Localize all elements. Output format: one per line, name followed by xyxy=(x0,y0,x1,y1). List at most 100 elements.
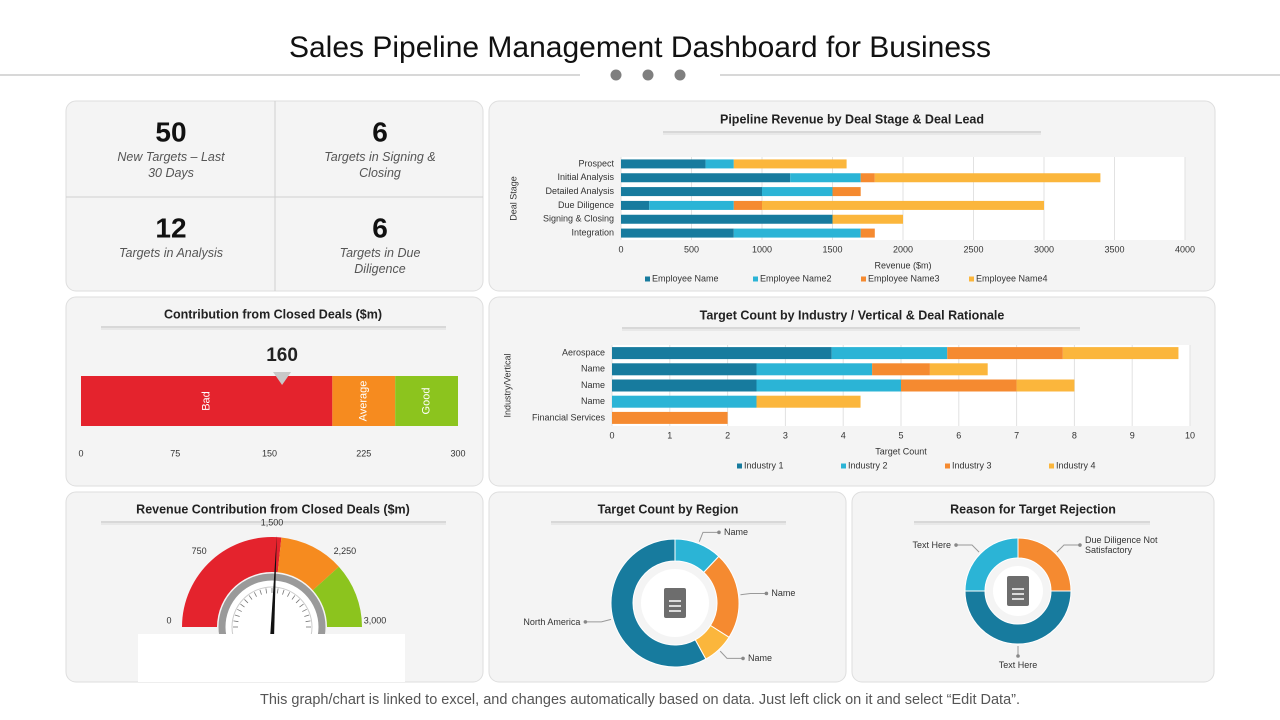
chart-title: Reason for Target Rejection xyxy=(950,502,1116,516)
bar-segment xyxy=(832,214,903,224)
y-tick-label: Financial Services xyxy=(532,412,606,422)
dial-tick xyxy=(244,599,249,604)
x-tick-label: 1000 xyxy=(752,244,772,254)
legend-label: Employee Name2 xyxy=(760,273,832,283)
legend-label: Industry 1 xyxy=(744,460,784,470)
band xyxy=(81,376,333,426)
band-label: Bad xyxy=(201,391,213,411)
y-tick-label: Due Diligence xyxy=(558,200,614,210)
x-axis-label: Revenue ($m) xyxy=(874,260,931,270)
leader-line xyxy=(585,618,612,623)
band xyxy=(395,376,458,426)
gauge-tick-label: 1,500 xyxy=(261,517,284,527)
bar-segment xyxy=(756,363,873,376)
bar-segment xyxy=(872,363,930,376)
x-tick-label: 5 xyxy=(898,430,903,440)
gauge-band xyxy=(312,566,362,627)
slice-label: Name xyxy=(771,588,796,599)
x-tick-label: 4 xyxy=(841,430,846,440)
donut-slice xyxy=(964,590,1072,645)
dial-tick xyxy=(237,608,242,612)
legend-label: Employee Name xyxy=(652,273,719,283)
x-tick-label: 7 xyxy=(1014,430,1019,440)
x-tick-label: 2500 xyxy=(963,244,983,254)
slice-label: Text Here xyxy=(912,540,952,551)
leader-dot xyxy=(764,591,769,596)
kpi-label: Targets in Analysis xyxy=(119,246,223,260)
x-tick-label: 1500 xyxy=(822,244,842,254)
gauge-band xyxy=(277,537,339,591)
dial-tick xyxy=(259,589,262,595)
y-tick-label: Aerospace xyxy=(562,347,605,357)
x-tick-label: 500 xyxy=(684,244,699,254)
bar-segment xyxy=(1016,379,1075,392)
leader-dot xyxy=(741,656,745,661)
legend-label: Industry 2 xyxy=(848,460,888,470)
footer-note: This graph/chart is linked to excel, and… xyxy=(260,692,1020,708)
leader-line xyxy=(740,592,767,596)
chart-title: Contribution from Closed Deals ($m) xyxy=(164,307,382,321)
x-tick-label: 9 xyxy=(1130,430,1135,440)
chart-title: Target Count by Industry / Vertical & De… xyxy=(700,308,1005,322)
bar-segment xyxy=(612,411,728,424)
dot xyxy=(642,69,654,81)
legend-swatch xyxy=(969,276,974,282)
bar-segment xyxy=(1062,347,1179,360)
leader-line xyxy=(1056,544,1080,553)
y-tick-label: Prospect xyxy=(578,158,614,168)
dial-tick xyxy=(265,588,268,594)
dial-tick xyxy=(295,599,300,604)
bar-segment xyxy=(832,187,861,197)
bar-segment xyxy=(733,228,861,238)
dot xyxy=(610,69,622,81)
leader-line xyxy=(698,531,719,542)
x-tick-label: 225 xyxy=(356,448,371,458)
value-marker xyxy=(273,372,292,385)
dial-tick xyxy=(291,595,296,600)
kpi-value: 6 xyxy=(372,116,388,147)
y-tick-label: Integration xyxy=(571,227,614,237)
chart-title: Target Count by Region xyxy=(598,502,739,516)
doc-icon xyxy=(664,588,686,618)
leader-dot xyxy=(717,530,721,535)
bar-segment xyxy=(621,200,650,210)
dial-tick xyxy=(305,620,311,623)
bar-segment xyxy=(621,228,734,238)
dot xyxy=(674,69,686,81)
bar-segment xyxy=(649,200,734,210)
bar-segment xyxy=(860,173,875,183)
legend-swatch xyxy=(841,463,846,469)
bar-segment xyxy=(860,228,875,238)
x-tick-label: 300 xyxy=(450,448,465,458)
x-tick-label: 2 xyxy=(725,430,730,440)
x-tick-label: 6 xyxy=(956,430,961,440)
x-tick-label: 8 xyxy=(1072,430,1077,440)
dial-tick xyxy=(302,608,307,612)
x-tick-label: 75 xyxy=(170,448,180,458)
dial-tick xyxy=(234,614,240,617)
bar-segment xyxy=(947,347,1063,360)
slice-label: Text Here xyxy=(998,660,1038,670)
leader-dot xyxy=(1016,654,1020,658)
gauge-tick-label: 2,250 xyxy=(334,546,357,556)
kpi-label: Targets in Due Diligence xyxy=(339,246,421,276)
x-tick-label: 3000 xyxy=(1034,244,1054,254)
x-axis-label: Target Count xyxy=(875,446,927,456)
bar-segment xyxy=(612,379,757,392)
band-label: Average xyxy=(358,381,370,422)
page-title: Sales Pipeline Management Dashboard for … xyxy=(289,31,991,64)
bar-segment xyxy=(621,214,833,224)
gauge-tick-label: 3,000 xyxy=(364,615,387,625)
bar-segment xyxy=(756,395,861,408)
donut-slice xyxy=(610,538,707,668)
bar-segment xyxy=(831,347,948,360)
band xyxy=(332,376,396,426)
x-tick-label: 3 xyxy=(783,430,788,440)
value-label: 160 xyxy=(266,345,298,366)
x-tick-label: 0 xyxy=(618,244,623,254)
bar-segment xyxy=(874,173,1101,183)
legend-swatch xyxy=(945,463,950,469)
bar-segment xyxy=(756,379,901,392)
bar-segment xyxy=(790,173,861,183)
